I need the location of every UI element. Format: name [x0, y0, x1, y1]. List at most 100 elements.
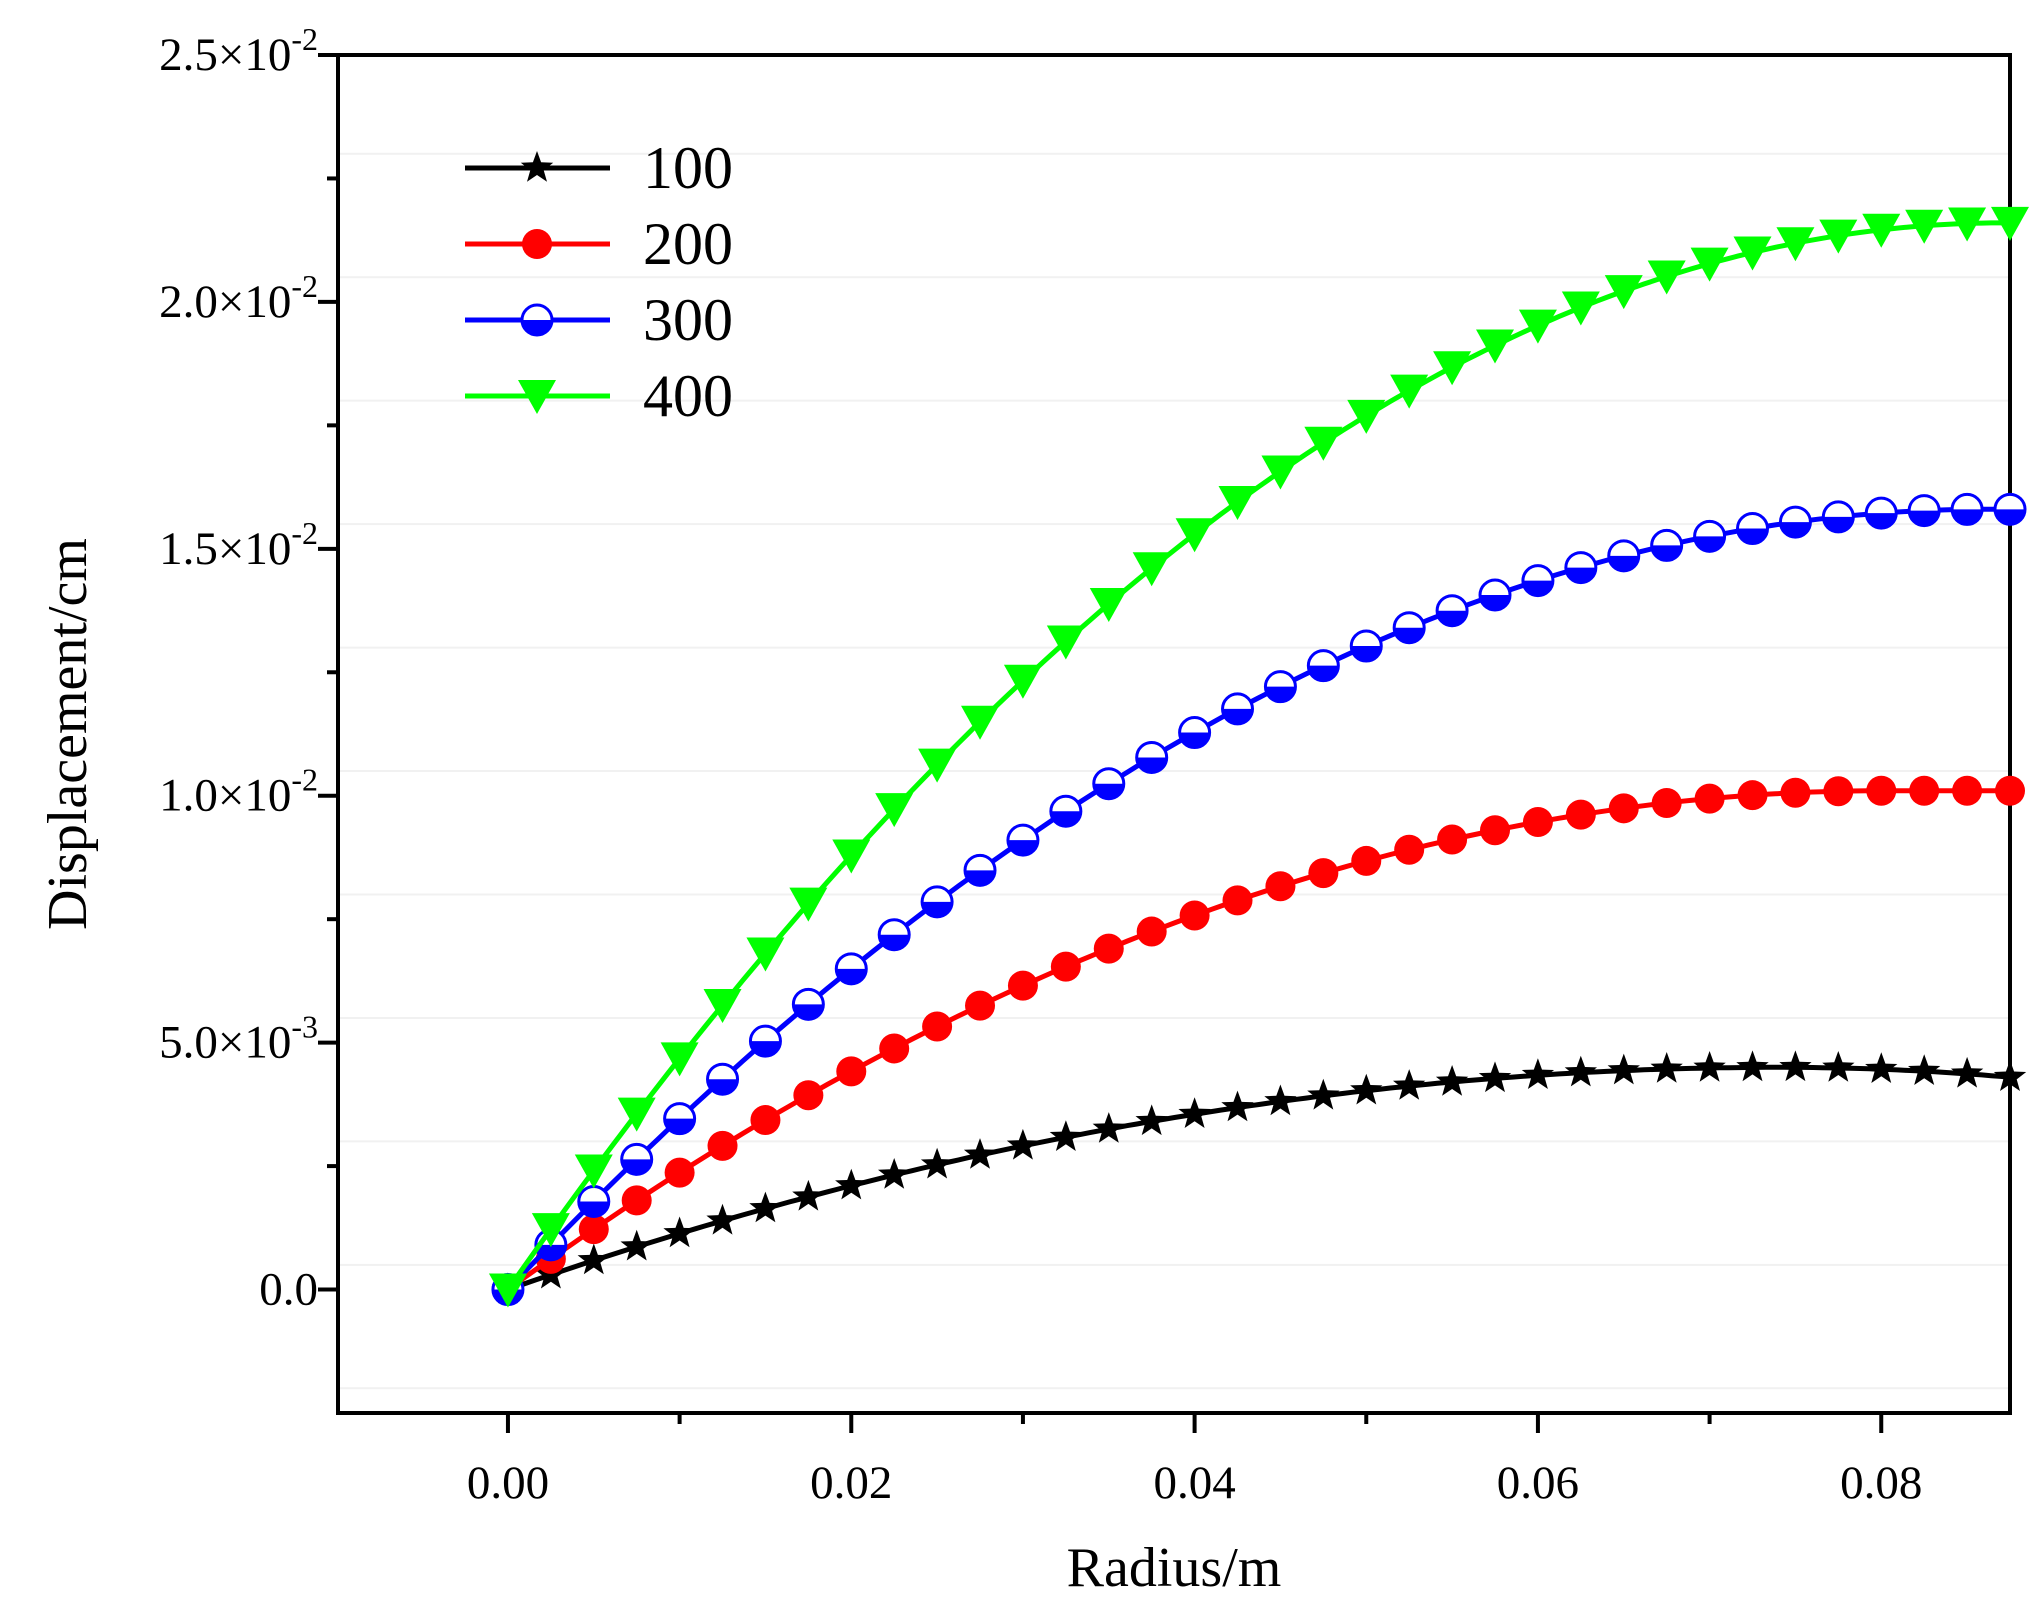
marker-100: [620, 1229, 653, 1261]
marker-100: [1564, 1055, 1597, 1087]
marker-300: [1650, 528, 1684, 562]
marker-400: [1647, 260, 1686, 295]
marker-400: [1948, 207, 1987, 242]
marker-200: [1952, 775, 1983, 806]
marker-100: [1779, 1050, 1812, 1082]
marker-400: [1476, 329, 1515, 364]
marker-200: [1222, 885, 1253, 916]
legend-item-200: 200: [465, 211, 733, 277]
marker-200: [1909, 775, 1940, 806]
marker-400: [1690, 247, 1729, 282]
marker-100: [1693, 1051, 1726, 1082]
marker-200: [879, 1033, 910, 1064]
x-tick-label: 0.08: [1840, 1457, 1922, 1509]
marker-200: [750, 1105, 781, 1136]
marker-100: [1607, 1053, 1640, 1085]
legend-marker: [518, 380, 556, 414]
marker-400: [1862, 213, 1901, 248]
marker-200: [1136, 916, 1167, 947]
y-tick-label: 0.0: [259, 1264, 318, 1316]
marker-200: [1823, 776, 1854, 807]
marker-100: [706, 1203, 739, 1235]
marker-100: [1393, 1069, 1426, 1100]
marker-200: [836, 1056, 867, 1087]
marker-300: [1135, 740, 1169, 774]
marker-200: [664, 1157, 695, 1188]
y-tick-label: 2.5×10-2: [159, 21, 318, 81]
marker-400: [531, 1213, 570, 1248]
marker-100: [792, 1179, 825, 1211]
y-tick-label: 5.0×10-3: [159, 1009, 318, 1069]
marker-100: [878, 1158, 911, 1189]
marker-200: [1394, 834, 1425, 865]
marker-300: [1221, 692, 1255, 726]
marker-300: [1521, 564, 1555, 598]
marker-300: [1821, 500, 1855, 534]
marker-400: [660, 1042, 699, 1077]
marker-300: [1178, 716, 1212, 750]
marker-100: [1736, 1050, 1769, 1082]
y-tick-label: 1.5×10-2: [159, 515, 318, 575]
series-line-200: [506, 788, 2010, 1292]
legend-item-100: 100: [465, 135, 733, 201]
marker-200: [1179, 900, 1210, 931]
legend-marker: [520, 303, 554, 337]
marker-100: [835, 1168, 868, 1200]
marker-400: [1218, 485, 1257, 520]
x-tick-label: 0.06: [1497, 1457, 1579, 1509]
marker-100: [1865, 1052, 1898, 1083]
marker-100: [1908, 1054, 1941, 1085]
y-tick-label: 2.0×10-2: [159, 268, 318, 328]
marker-100: [1950, 1056, 1984, 1088]
legend-marker: [520, 151, 554, 182]
marker-300: [1693, 519, 1727, 553]
legend-item-300: 300: [465, 287, 733, 353]
marker-100: [1478, 1061, 1512, 1093]
marker-300: [1778, 505, 1812, 539]
marker-400: [488, 1273, 527, 1308]
x-tick-label: 0.02: [810, 1457, 892, 1509]
marker-300: [877, 918, 911, 952]
marker-300: [1049, 794, 1083, 828]
marker-100: [1993, 1060, 2027, 1091]
marker-200: [578, 1214, 609, 1245]
marker-300: [1864, 496, 1898, 530]
marker-400: [1132, 552, 1171, 587]
marker-400: [1991, 206, 2029, 241]
marker-200: [922, 1011, 953, 1042]
marker-200: [707, 1130, 738, 1161]
marker-100: [963, 1138, 997, 1169]
marker-100: [1650, 1052, 1683, 1083]
marker-300: [1907, 494, 1941, 528]
y-axis-title: Displacement/cm: [37, 538, 99, 930]
marker-100: [1264, 1084, 1297, 1116]
marker-400: [1390, 374, 1429, 409]
legend-label: 400: [643, 363, 733, 429]
marker-400: [746, 937, 785, 972]
marker-300: [1092, 767, 1126, 801]
series-layer: [488, 206, 2029, 1308]
marker-300: [791, 987, 825, 1021]
marker-400: [703, 989, 742, 1024]
marker-400: [1347, 399, 1386, 434]
marker-300: [748, 1024, 782, 1058]
marker-300: [1607, 539, 1641, 573]
marker-400: [875, 793, 914, 828]
marker-400: [832, 839, 871, 874]
marker-300: [1349, 629, 1383, 663]
series-line-400: [505, 220, 2010, 1291]
legend-label: 300: [643, 287, 733, 353]
series-300: [491, 492, 2027, 1307]
marker-100: [1307, 1078, 1340, 1110]
y-tick-label: 1.0×10-2: [159, 762, 318, 822]
marker-300: [1263, 670, 1297, 704]
marker-200: [793, 1080, 824, 1111]
marker-400: [1433, 351, 1472, 386]
legend-label: 200: [643, 211, 733, 277]
marker-200: [1780, 777, 1811, 808]
marker-300: [1006, 823, 1040, 857]
marker-200: [1737, 780, 1768, 811]
marker-400: [1561, 291, 1600, 326]
marker-400: [1905, 209, 1944, 244]
